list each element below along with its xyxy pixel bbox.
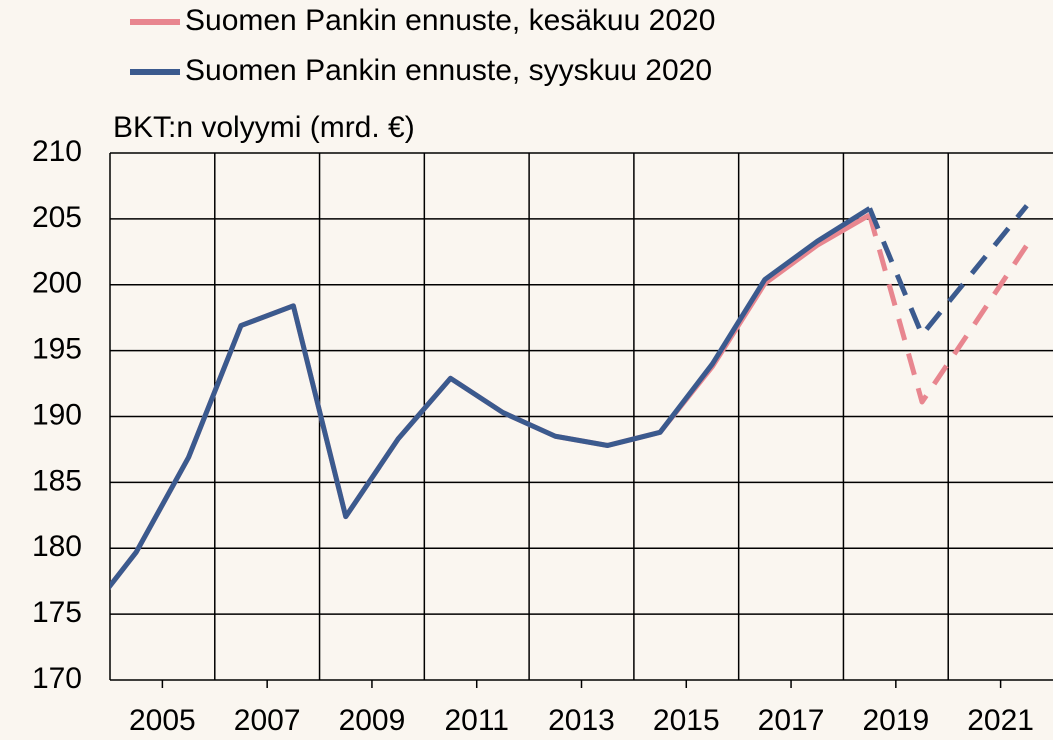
plot xyxy=(110,204,1029,590)
legend-label: Suomen Pankin ennuste, kesäkuu 2020 xyxy=(185,4,715,37)
y-tick-label: 190 xyxy=(32,398,82,431)
y-tick-label: 210 xyxy=(32,135,82,168)
series-line xyxy=(867,204,1029,338)
x-tick-label: 2017 xyxy=(758,704,825,737)
y-tick-label: 180 xyxy=(32,530,82,563)
y-tick-label: 175 xyxy=(32,596,82,629)
y-tick-label: 205 xyxy=(32,201,82,234)
series-line xyxy=(110,206,871,590)
y-tick-label: 170 xyxy=(32,662,82,695)
legend-label: Suomen Pankin ennuste, syyskuu 2020 xyxy=(185,54,712,87)
y-axis-label: BKT:n volyymi (mrd. €) xyxy=(113,111,415,144)
x-tick-label: 2019 xyxy=(862,704,929,737)
y-tick-label: 195 xyxy=(32,333,82,366)
x-tick-label: 2011 xyxy=(444,704,509,737)
x-tick-label: 2005 xyxy=(129,704,196,737)
x-tick-label: 2013 xyxy=(548,704,615,737)
series-line xyxy=(867,214,1029,405)
x-tick-label: 2021 xyxy=(967,704,1034,737)
y-tick-label: 200 xyxy=(32,267,82,300)
x-tick-label: 2009 xyxy=(339,704,406,737)
y-tick-label: 185 xyxy=(32,464,82,497)
x-tick-label: 2015 xyxy=(653,704,720,737)
x-tick-label: 2007 xyxy=(234,704,301,737)
